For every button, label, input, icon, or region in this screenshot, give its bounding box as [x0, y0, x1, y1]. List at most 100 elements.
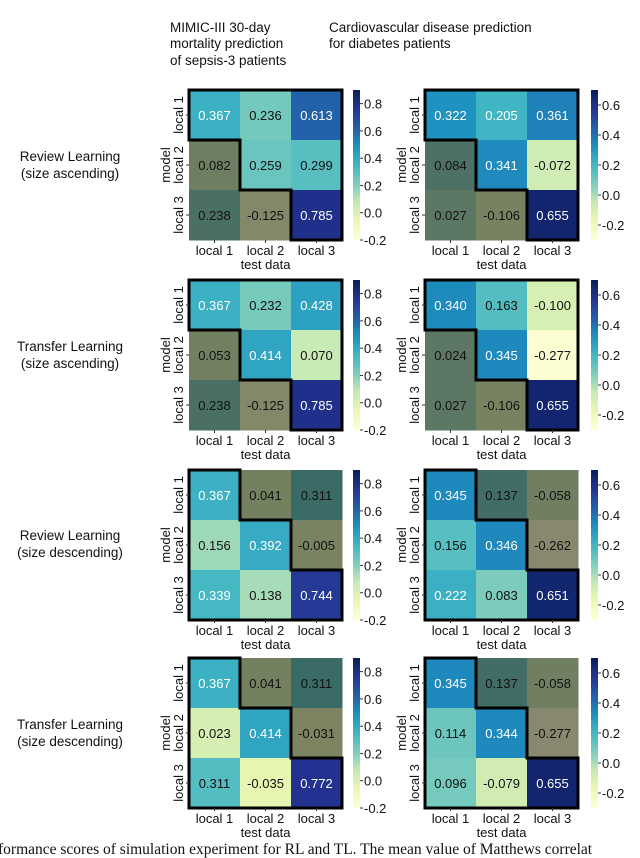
x-axis-label: test data [477, 825, 528, 840]
x-tick-label: local 2 [483, 243, 521, 258]
cell-value-label: 0.205 [485, 108, 518, 123]
heatmap-cell [527, 658, 579, 709]
cell-value-label: 0.414 [249, 726, 282, 741]
y-tick-label: local 1 [171, 96, 186, 134]
row-label-line: (size descending) [17, 545, 123, 560]
y-tick-label: local 3 [171, 764, 186, 802]
colorbar-tick-label: 0.4 [364, 151, 382, 166]
heatmap-cell [476, 570, 528, 621]
heatmap-cell [240, 140, 292, 191]
cell-value-label: 0.361 [536, 108, 569, 123]
cell-value-label: 0.238 [198, 398, 231, 413]
cell-value-label: -0.072 [534, 158, 571, 173]
y-tick-label: local 3 [171, 576, 186, 614]
x-axis-label: test data [477, 447, 528, 462]
column-title-line: mortality prediction [170, 36, 283, 51]
colorbar-tick-label: 0.6 [364, 692, 382, 707]
cell-value-label: 0.344 [485, 726, 518, 741]
y-axis-label: model [158, 715, 173, 751]
heatmap-cell [291, 90, 343, 141]
cell-value-label: 0.311 [199, 776, 231, 791]
column-title-mimic: MIMIC-III 30-day mortality prediction of… [170, 20, 287, 68]
heatmap-cell [240, 190, 292, 241]
cell-value-label: 0.023 [198, 726, 231, 741]
colorbar-tick-label: 0.6 [602, 98, 620, 113]
heatmap-cell [189, 570, 241, 621]
y-tick-label: local 1 [407, 286, 422, 324]
cell-value-label: 0.345 [485, 348, 518, 363]
colorbar-tick-label: 0.8 [364, 97, 382, 112]
heatmap-panel: 0.367 0.232 0.428 0.053 0.414 0.070 0.238 -0.12… [158, 278, 386, 462]
y-tick-label: local 1 [407, 664, 422, 702]
heatmap-cell [240, 570, 292, 621]
colorbar-tick-label: 0.0 [602, 756, 620, 771]
colorbar-tick-label: 0.4 [602, 128, 620, 143]
x-tick-label: local 2 [247, 433, 285, 448]
colorbar [591, 470, 598, 620]
heatmap-cell [240, 658, 292, 709]
heatmap-cell [291, 708, 343, 759]
y-tick-label: local 3 [171, 386, 186, 424]
colorbar-tick-label: 0.4 [364, 719, 382, 734]
heatmap-cell [425, 330, 477, 381]
colorbar-tick-label: 0.8 [364, 287, 382, 302]
x-tick-label: local 2 [483, 433, 521, 448]
column-title-line: MIMIC-III 30-day [170, 20, 271, 35]
row-label-line: (size ascending) [21, 166, 119, 181]
colorbar [591, 280, 598, 430]
figure-caption: formance scores of simulation experiment… [0, 841, 593, 858]
heatmap-cell [476, 470, 528, 521]
x-axis-label: test data [477, 257, 528, 272]
heatmap-panel: 0.322 0.205 0.361 0.084 0.341 -0.072 0.027 -0.1… [394, 88, 624, 272]
colorbar-tick-label: -0.2 [364, 233, 386, 248]
y-axis-label: model [394, 527, 409, 563]
x-axis-label: test data [241, 637, 292, 652]
cell-value-label: 0.024 [434, 348, 467, 363]
colorbar-tick-label: -0.2 [602, 786, 624, 801]
heatmap-cell [425, 380, 477, 431]
cell-value-label: 0.651 [536, 588, 569, 603]
colorbar [591, 90, 598, 240]
heatmap-panel: 0.340 0.163 -0.100 0.024 0.345 -0.277 0.027 -0.… [394, 278, 624, 462]
cell-value-label: 0.114 [435, 726, 467, 741]
cell-value-label: 0.299 [300, 158, 333, 173]
cell-value-label: 0.138 [249, 588, 282, 603]
heatmap-cell [291, 470, 343, 521]
y-tick-label: local 2 [171, 146, 186, 184]
highlight-outline [423, 278, 580, 432]
colorbar-tick-label: 0.4 [602, 318, 620, 333]
heatmap-cell [189, 520, 241, 571]
cell-value-label: 0.238 [198, 208, 231, 223]
y-tick-label: local 2 [407, 336, 422, 374]
cell-value-label: -0.058 [534, 488, 571, 503]
cell-value-label: 0.345 [434, 676, 467, 691]
heatmap-cell [240, 90, 292, 141]
cell-value-label: 0.655 [536, 208, 569, 223]
x-tick-label: local 1 [432, 433, 470, 448]
row-label-2: Transfer Learning (size ascending) [17, 339, 123, 371]
heatmap-cell [291, 140, 343, 191]
cell-value-label: 0.339 [198, 588, 231, 603]
colorbar-tick-label: 0.0 [364, 396, 382, 411]
highlight-outline [187, 656, 344, 810]
colorbar-tick-label: 0.0 [364, 774, 382, 789]
colorbar-tick-label: -0.2 [364, 613, 386, 628]
colorbar-tick-label: 0.6 [364, 124, 382, 139]
y-tick-label: local 3 [171, 196, 186, 234]
heatmap-cell [291, 570, 343, 621]
row-label-line: Transfer Learning [17, 717, 123, 732]
colorbar-tick-label: 0.4 [602, 508, 620, 523]
heatmap-cell [291, 520, 343, 571]
heatmap-cell [189, 658, 241, 709]
heatmap-panel: 0.345 0.137 -0.058 0.156 0.346 -0.262 0.222 0.0… [394, 468, 624, 652]
colorbar-tick-label: 0.6 [602, 288, 620, 303]
heatmap-cell [527, 470, 579, 521]
heatmap-cell [189, 708, 241, 759]
cell-value-label: 0.367 [198, 676, 231, 691]
x-tick-label: local 2 [247, 623, 285, 638]
heatmap-cell [291, 330, 343, 381]
colorbar-tick-label: 0.0 [364, 206, 382, 221]
cell-value-label: -0.125 [247, 208, 284, 223]
column-title-line: Cardiovascular disease prediction [329, 20, 532, 35]
cell-value-label: 0.744 [300, 588, 333, 603]
